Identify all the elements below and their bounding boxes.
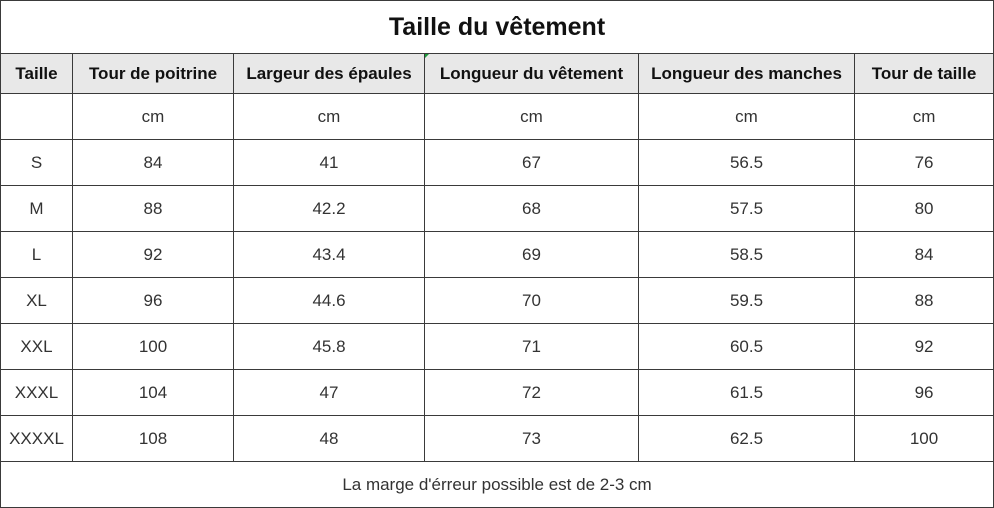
data-cell: 41 [233,139,425,186]
unit-cell: cm [233,93,425,140]
data-cell: 48 [233,415,425,462]
data-cell: 84 [72,139,234,186]
data-cell: 92 [853,323,994,370]
data-cell: 88 [72,185,234,232]
size-cell: XL [0,277,73,324]
data-cell: 45.8 [233,323,425,370]
data-cell: 104 [72,369,234,416]
header-cell-chest: Tour de poitrine [72,53,234,94]
data-cell: 61.5 [638,369,855,416]
table-row: L 92 43.4 69 58.5 84 [0,231,994,278]
unit-cell [0,93,73,140]
data-cell: 70 [424,277,639,324]
size-cell: L [0,231,73,278]
unit-cell: cm [72,93,234,140]
size-cell: S [0,139,73,186]
size-cell: M [0,185,73,232]
table-row: XXXXL 108 48 73 62.5 100 [0,415,994,462]
table-row: XL 96 44.6 70 59.5 88 [0,277,994,324]
data-cell: 67 [424,139,639,186]
data-cell: 62.5 [638,415,855,462]
data-cell: 96 [72,277,234,324]
unit-cell: cm [853,93,994,140]
table-title: Taille du vêtement [0,0,994,54]
table-row: M 88 42.2 68 57.5 80 [0,185,994,232]
header-cell-waist: Tour de taille [853,53,994,94]
data-cell: 60.5 [638,323,855,370]
data-cell: 100 [72,323,234,370]
data-cell: 76 [853,139,994,186]
data-cell: 43.4 [233,231,425,278]
data-cell: 47 [233,369,425,416]
data-cell: 96 [853,369,994,416]
size-cell: XXL [0,323,73,370]
unit-row: cm cm cm cm cm [0,93,994,140]
data-cell: 88 [853,277,994,324]
data-cell: 59.5 [638,277,855,324]
note-row: La marge d'érreur possible est de 2-3 cm [0,461,994,508]
data-cell: 84 [853,231,994,278]
table-row: XXXL 104 47 72 61.5 96 [0,369,994,416]
unit-cell: cm [424,93,639,140]
tolerance-note: La marge d'érreur possible est de 2-3 cm [0,461,994,508]
data-cell: 58.5 [638,231,855,278]
title-row: Taille du vêtement [0,0,994,54]
data-cell: 80 [853,185,994,232]
table-row: XXL 100 45.8 71 60.5 92 [0,323,994,370]
data-cell: 44.6 [233,277,425,324]
size-cell: XXXXL [0,415,73,462]
data-cell: 72 [424,369,639,416]
header-cell-length: Longueur du vêtement [424,53,639,94]
data-cell: 108 [72,415,234,462]
table-row: S 84 41 67 56.5 76 [0,139,994,186]
data-cell: 73 [424,415,639,462]
data-cell: 56.5 [638,139,855,186]
header-cell-sleeve: Longueur des manches [638,53,855,94]
header-row: Taille Tour de poitrine Largeur des épau… [0,53,994,94]
data-cell: 92 [72,231,234,278]
data-cell: 100 [853,415,994,462]
data-cell: 69 [424,231,639,278]
size-cell: XXXL [0,369,73,416]
data-cell: 71 [424,323,639,370]
data-cell: 57.5 [638,185,855,232]
header-cell-size: Taille [0,53,73,94]
data-cell: 68 [424,185,639,232]
unit-cell: cm [638,93,855,140]
header-cell-shoulder: Largeur des épaules [233,53,425,94]
data-cell: 42.2 [233,185,425,232]
